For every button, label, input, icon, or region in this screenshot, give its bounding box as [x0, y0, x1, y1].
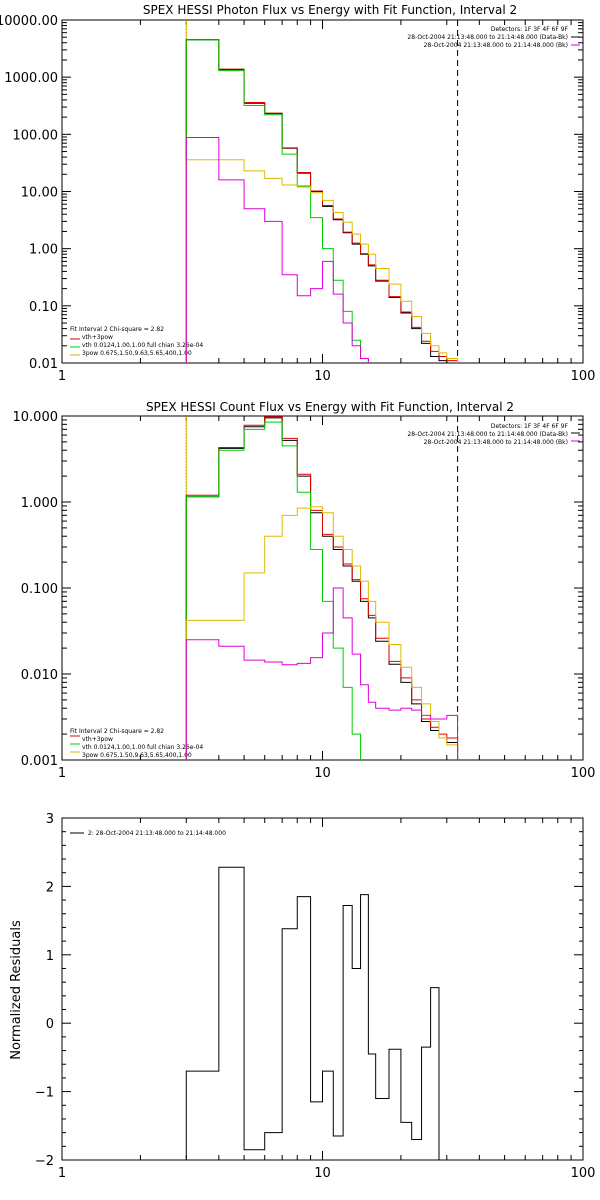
y-tick-label: 1: [46, 949, 54, 964]
info-line: 28-Oct-2004 21:13:48.000 to 21:14:48.000…: [407, 34, 568, 41]
info-line: Detectors: 1F 3F 4F 6F 9F: [491, 26, 569, 33]
y-axis-label: Normalized Residuals: [9, 920, 24, 1060]
y-tick-label: 3: [46, 812, 54, 827]
x-tick-label: 100: [571, 766, 596, 781]
y-axis: −2 −1 0 1 2 3: [35, 812, 583, 1169]
plot-frame: [61, 817, 584, 1161]
panel-photon-flux: SPEX HESSI Photon Flux vs Energy with Fi…: [0, 3, 596, 384]
y-tick-label: 1000.00: [4, 71, 58, 86]
y-tick-label: −1: [35, 1086, 54, 1101]
reference-lines: [185, 416, 459, 760]
x-tick-label: 1: [58, 1166, 66, 1181]
x-axis: 1 10 100: [58, 20, 596, 384]
fit-info-line: Fit Interval 2 Chi-square = 2.82: [70, 728, 164, 735]
x-tick-label: 100: [571, 1166, 596, 1181]
fit-info-line: Fit Interval 2 Chi-square = 2.82: [70, 326, 164, 333]
y-tick-label: 0.010: [21, 668, 58, 683]
series-line: [185, 39, 448, 363]
fit-info-line: vth+3pow: [82, 736, 113, 743]
panel-count-flux: SPEX HESSI Count Flux vs Energy with Fit…: [13, 400, 596, 781]
series-line: [185, 137, 369, 363]
y-tick-label: 2: [46, 880, 54, 895]
y-tick-label: 100.00: [13, 128, 59, 143]
y-tick-label: 1.000: [21, 496, 58, 511]
info-line: 28-Oct-2004 21:13:48.000 to 21:14:48.000…: [424, 439, 568, 446]
y-tick-label: 0.01: [29, 357, 58, 372]
x-tick-label: 1: [58, 766, 66, 781]
series-line: [185, 866, 440, 1160]
fit-info-line: 3pow 0.675,1.50,9.63,5.65,400,1.00: [82, 752, 192, 759]
legend-entry: 2: 28-Oct-2004 21:13:48.000 to 21:14:48.…: [88, 830, 226, 837]
x-tick-label: 10: [314, 369, 331, 384]
y-tick-label: 10000.00: [0, 14, 58, 29]
series-group: [185, 866, 440, 1160]
fit-info-line: vth 0.0124,1.00,1.00 full chian 3.26e-04: [82, 342, 203, 349]
info-block: Detectors: 1F 3F 4F 6F 9F 28-Oct-2004 21…: [407, 26, 568, 49]
y-axis: 0.001 0.010 0.100 1.000 10.000: [13, 410, 583, 769]
y-tick-label: 10.00: [21, 186, 58, 201]
x-tick-label: 10: [314, 766, 331, 781]
series-line: [185, 416, 459, 760]
series-group: [185, 416, 459, 760]
info-block: Detectors: 1F 3F 4F 6F 9F 28-Oct-2004 21…: [407, 423, 568, 446]
series-line: [185, 39, 369, 363]
fit-info-line: 3pow 0.675,1.50,9.63,5.65,400,1.00: [82, 350, 192, 357]
chart-title: SPEX HESSI Photon Flux vs Energy with Fi…: [143, 3, 517, 17]
y-tick-label: 10.000: [13, 410, 59, 425]
x-axis: 1 10 100: [58, 416, 596, 781]
y-tick-label: 0: [46, 1017, 54, 1032]
fit-info-block: Fit Interval 2 Chi-square = 2.82 vth+3po…: [70, 728, 203, 759]
legend: [70, 432, 580, 753]
info-line: 28-Oct-2004 21:13:48.000 to 21:14:48.000…: [424, 42, 568, 49]
info-line: 28-Oct-2004 21:13:48.000 to 21:14:48.000…: [407, 431, 568, 438]
fit-info-line: vth+3pow: [82, 334, 113, 341]
x-tick-label: 10: [314, 1166, 331, 1181]
series-line: [185, 159, 459, 363]
y-tick-label: 1.00: [29, 243, 58, 258]
chart-title: SPEX HESSI Count Flux vs Energy with Fit…: [146, 400, 514, 414]
legend: [70, 36, 580, 356]
y-tick-label: 0.001: [21, 754, 58, 769]
x-tick-label: 100: [571, 369, 596, 384]
series-line: [185, 417, 459, 760]
panel-residuals: Normalized Residuals 2: 28-Oct-2004 21:1…: [9, 812, 596, 1181]
x-tick-label: 1: [58, 369, 66, 384]
y-axis: 0.01 0.10 1.00 10.00 100.00 1000.00 10000.00: [0, 14, 583, 372]
y-tick-label: 0.100: [21, 582, 58, 597]
fit-info-line: vth 0.0124,1.00,1.00 full chian 3.26e-04: [82, 744, 203, 751]
series-line: [185, 506, 459, 760]
series-line: [185, 421, 362, 760]
info-line: Detectors: 1F 3F 4F 6F 9F: [491, 423, 569, 430]
series-group: [185, 39, 459, 363]
y-tick-label: 0.10: [29, 300, 58, 315]
y-tick-label: −2: [35, 1154, 54, 1169]
series-line: [185, 39, 459, 363]
x-axis: 1 10 100: [58, 818, 596, 1181]
series-line: [185, 587, 459, 760]
fit-info-block: Fit Interval 2 Chi-square = 2.82 vth+3po…: [70, 326, 203, 357]
